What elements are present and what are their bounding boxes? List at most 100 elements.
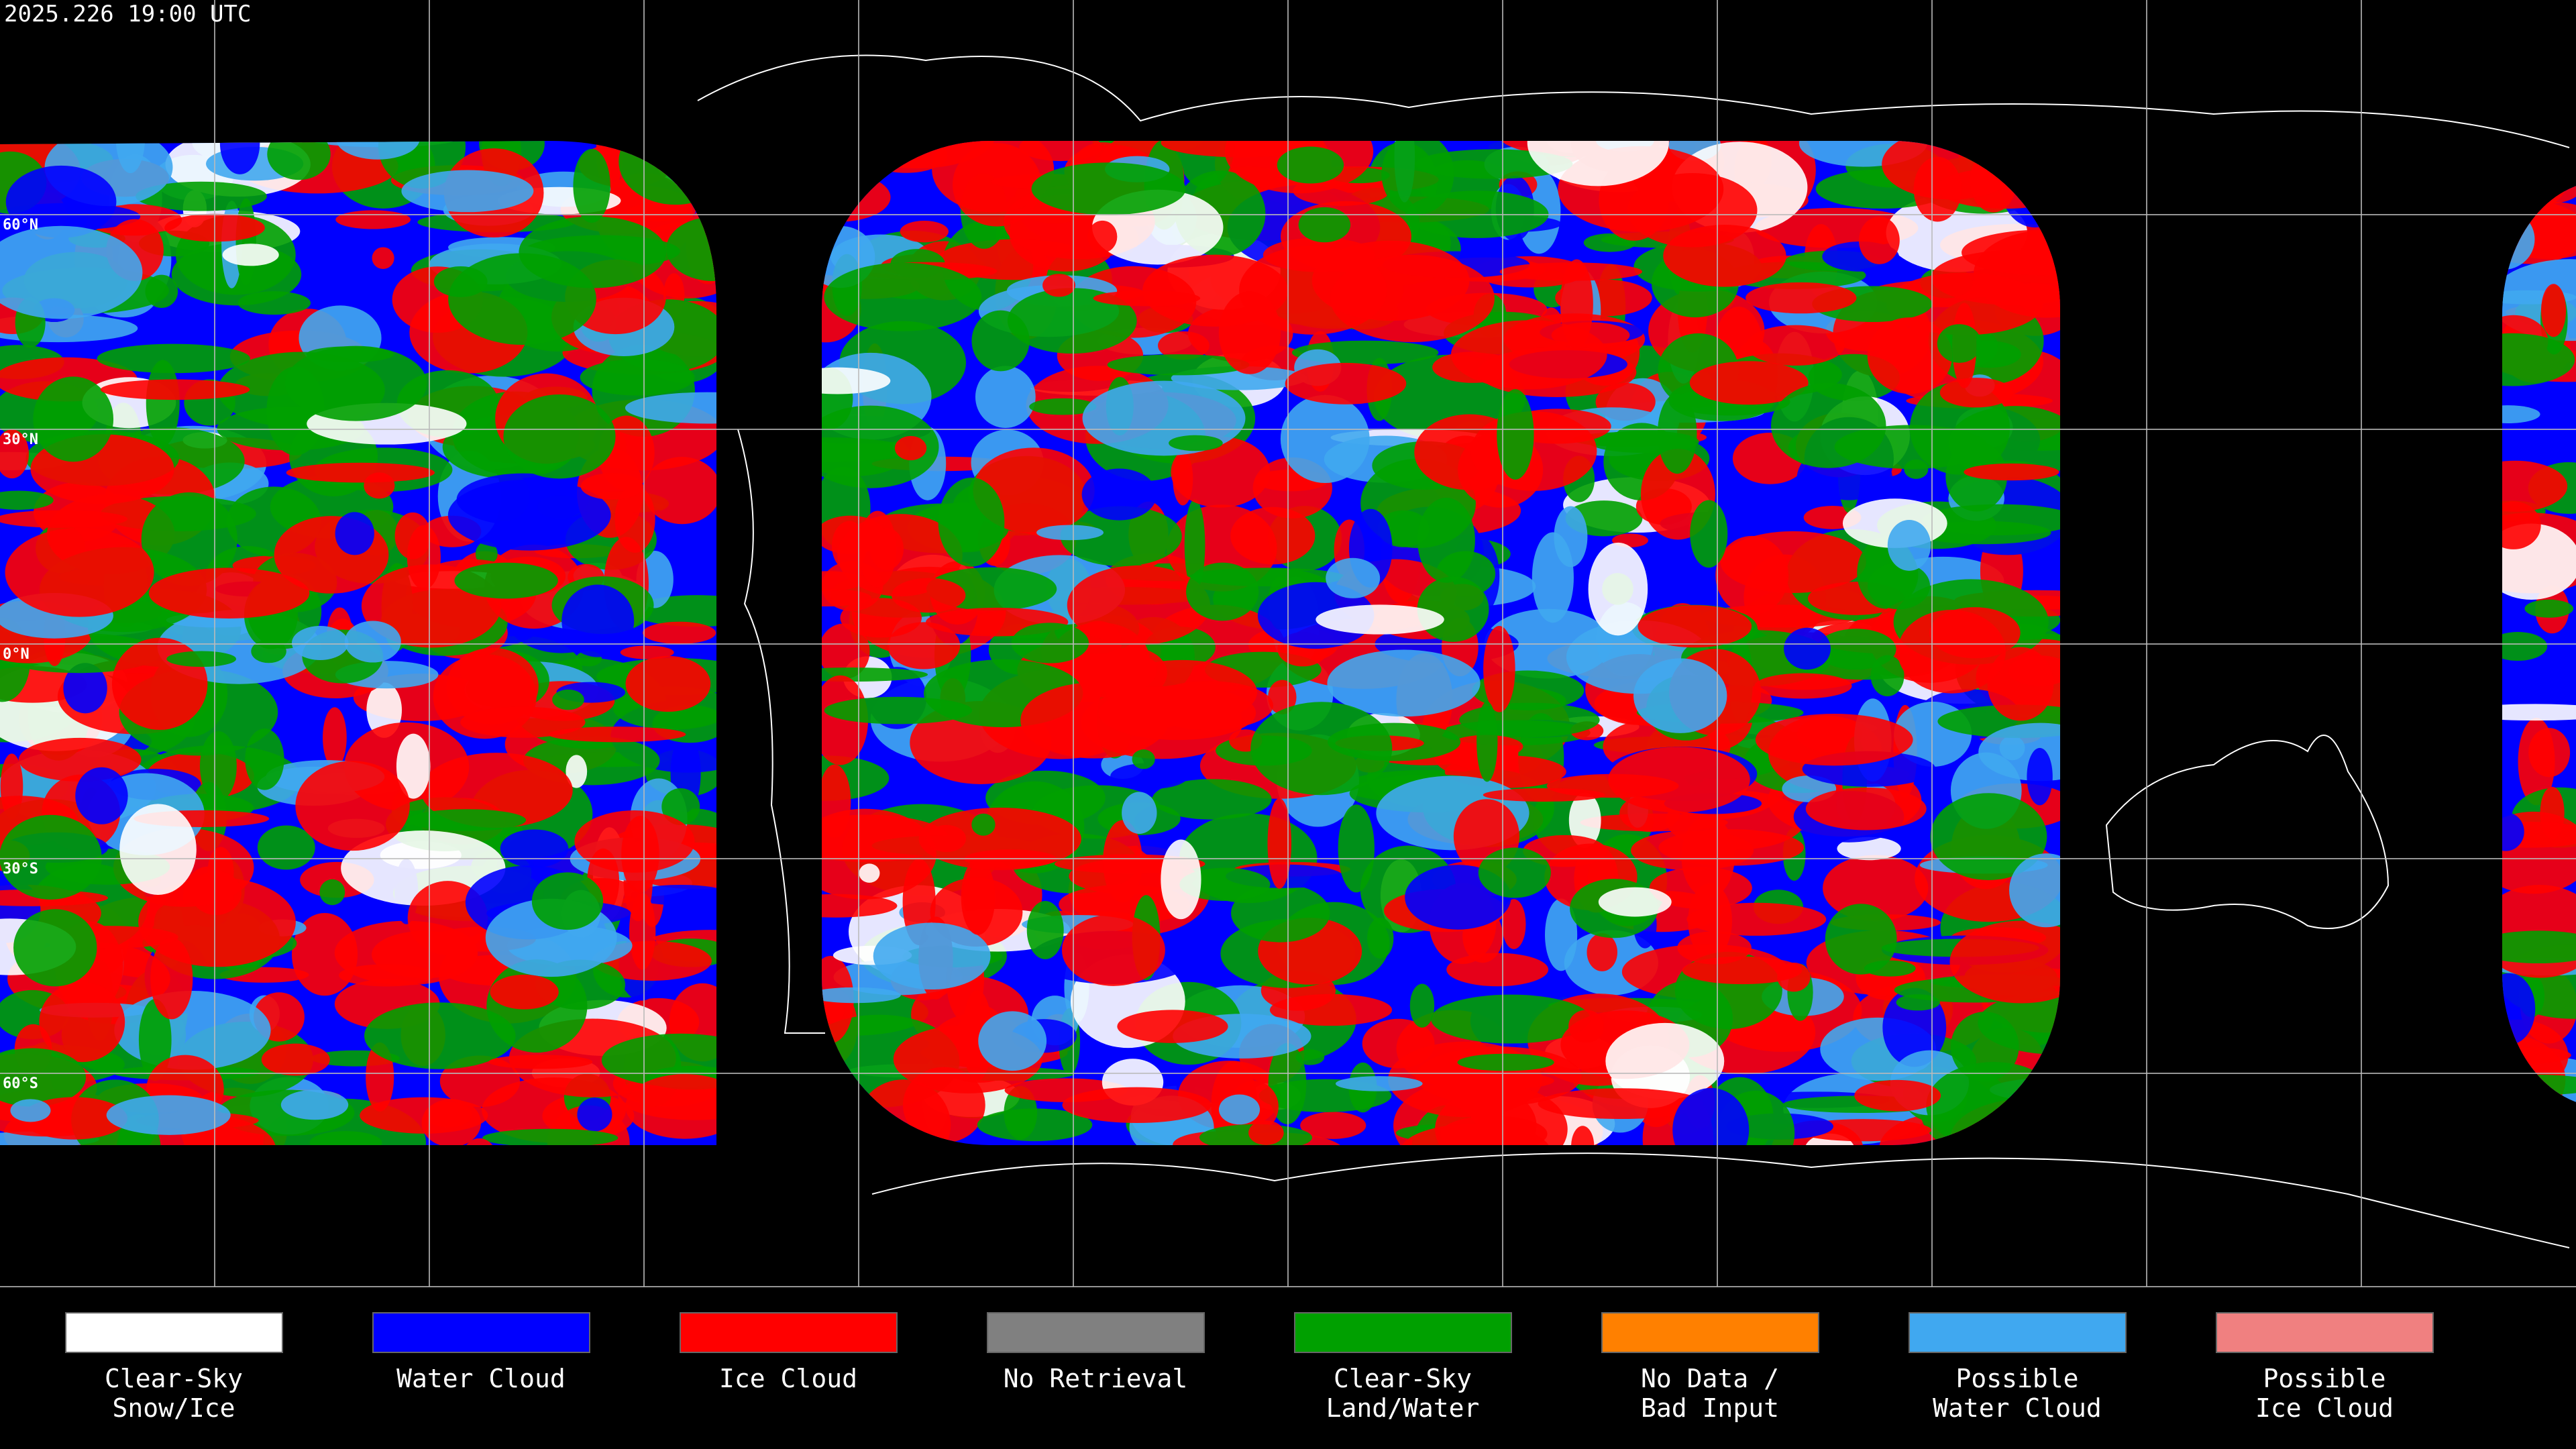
cloud-blob: [1450, 320, 1607, 390]
cloud-blob: [0, 429, 29, 479]
cloud-blob: [1715, 535, 1789, 615]
cloud-blob: [1267, 798, 1292, 889]
cloud-blob: [625, 392, 716, 424]
cloud-blob: [1142, 254, 1289, 327]
legend-swatch: [680, 1312, 898, 1353]
cloud-blob: [407, 809, 527, 831]
cloud-blob: [1277, 146, 1344, 184]
cloud-blob: [1435, 1085, 1568, 1145]
cloud-blob: [261, 1043, 330, 1076]
cloud-blob: [1011, 623, 1089, 663]
cloud-blob: [1568, 792, 1601, 849]
cloud-blob: [631, 884, 716, 906]
cloud-blob: [39, 982, 125, 1063]
cloud-blob: [1837, 837, 1901, 861]
legend-label: Ice Cloud: [2255, 1393, 2394, 1423]
cloud-blob: [531, 872, 604, 930]
cloud-blob: [873, 922, 991, 990]
cloud-blob: [2027, 747, 2053, 806]
cloud-blob: [1870, 655, 1904, 696]
cloud-blob: [237, 291, 311, 315]
cloud-blob: [1949, 920, 2060, 1004]
cloud-blob: [1825, 904, 1897, 975]
cloud-blob: [364, 1002, 516, 1069]
cloud-blob: [482, 1128, 619, 1145]
cloud-blob: [1897, 609, 2006, 694]
cloud-blob: [2540, 284, 2567, 337]
legend-swatch: [372, 1312, 590, 1353]
cloud-blob: [1501, 899, 1526, 949]
cloud-blob: [887, 622, 961, 669]
cloud-blob: [552, 689, 584, 710]
cloud-blob: [822, 667, 928, 682]
cloud-blob: [869, 527, 904, 570]
cloud-blob: [148, 568, 310, 619]
cloud-blob: [620, 645, 674, 659]
cloud-blob: [100, 379, 250, 400]
cloud-blob: [394, 512, 431, 559]
cloud-blob: [1019, 141, 1103, 162]
legend-swatch: [65, 1312, 283, 1353]
cloud-blob: [1805, 787, 1927, 830]
cloud-blob: [822, 998, 845, 1024]
cloud-blob: [366, 1042, 394, 1112]
legend-swatch: [1294, 1312, 1512, 1353]
cloud-blob: [503, 394, 616, 479]
cloud-blob: [661, 788, 700, 826]
cloud-blob: [978, 1011, 1047, 1071]
cloud-blob: [1571, 1126, 1595, 1145]
cloud-blob: [1186, 562, 1259, 621]
swath: [0, 141, 716, 1145]
cloud-blob: [1107, 354, 1250, 376]
cloud-blob: [1171, 436, 1271, 508]
cloud-blob: [454, 562, 558, 599]
cloud-blob: [1250, 702, 1393, 796]
latitude-labels: 60°N 30°N 0°N 30°S 60°S: [3, 217, 38, 1092]
cloud-blob: [1029, 398, 1097, 415]
legend-label: Snow/Ice: [112, 1393, 235, 1423]
cloud-blob: [561, 584, 635, 657]
cloud-blob: [1478, 847, 1551, 898]
cloud-blob: [1605, 1022, 1725, 1099]
cloud-blob: [323, 707, 347, 768]
cloud-blob: [2502, 973, 2536, 1045]
cloud-blob: [150, 937, 193, 1020]
cloud-blob: [199, 731, 237, 802]
cloud-blob: [1326, 557, 1381, 598]
cloud-blob: [488, 1055, 593, 1069]
legend-swatch: [987, 1312, 1205, 1353]
legend-label: Possible: [2263, 1364, 2385, 1393]
cloud-blob: [580, 359, 695, 396]
cloud-blob: [1754, 673, 1852, 699]
cloud-blob: [1036, 525, 1104, 541]
cloud-blob: [222, 244, 279, 266]
cloud-blob: [1152, 779, 1272, 820]
cloud-blob: [1381, 141, 1454, 215]
cloud-blob: [1477, 701, 1498, 782]
cloud-blob: [1300, 1112, 1366, 1139]
cloud-blob: [1285, 362, 1407, 405]
cloud-blob: [938, 478, 1005, 567]
cloud-blob: [1964, 463, 2059, 481]
swath: [822, 141, 2060, 1145]
cloud-blob: [859, 863, 880, 883]
cloud-blob: [625, 1074, 716, 1139]
cloud-blob: [1587, 932, 1617, 971]
lat-label: 30°S: [3, 861, 38, 877]
cloud-blob: [1858, 216, 1900, 264]
cloud-blob: [900, 221, 949, 243]
cloud-blob: [191, 871, 241, 915]
cloud-blob: [10, 1099, 51, 1122]
cloud-blob: [1677, 931, 1752, 965]
cloud-blob: [2502, 704, 2576, 721]
cloud-blob: [2524, 599, 2574, 618]
cloud-blob: [1007, 288, 1137, 354]
cloud-blob: [106, 1095, 231, 1135]
cloud-blob: [824, 696, 973, 724]
cloud-blob: [971, 310, 1030, 372]
cloud-blob: [1532, 532, 1574, 623]
legend-label: Ice Cloud: [719, 1364, 857, 1393]
cloud-blob: [1327, 649, 1481, 717]
cloud-blob: [378, 141, 466, 189]
cloud-blob: [13, 909, 97, 987]
